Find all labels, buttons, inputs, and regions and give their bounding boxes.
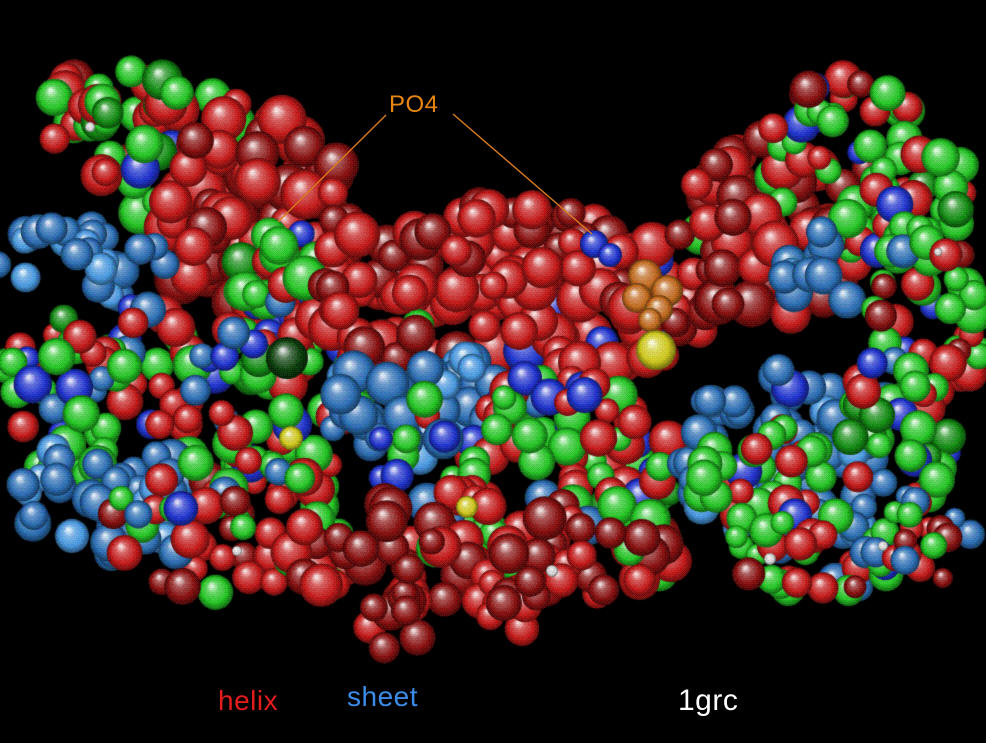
- legend-sheet-label: sheet: [347, 681, 418, 712]
- legend-structure-id-label: 1grc: [678, 684, 739, 717]
- po4-label: PO4: [389, 91, 439, 118]
- legend-helix-label: helix: [218, 685, 279, 716]
